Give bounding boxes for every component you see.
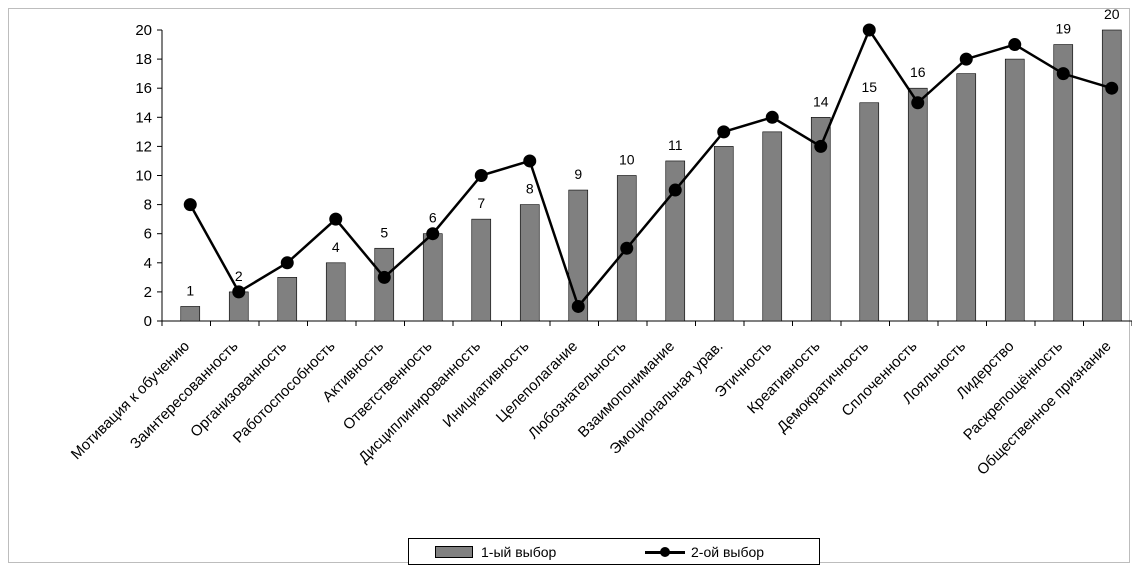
bar [1004,58,1025,322]
bar [665,160,686,322]
line-point [474,169,488,182]
line-point [620,241,634,255]
bar [956,73,977,322]
legend-label-first-choice: 1-ый выбор [481,544,557,560]
bar-data-label: 11 [668,137,683,153]
line-point [232,285,246,299]
bar [762,131,783,322]
y-tick-label: 2 [144,284,152,301]
bar-data-label: 9 [574,166,582,182]
bar-data-label: 4 [332,239,340,255]
y-tick-label: 8 [144,197,152,214]
y-tick-label: 16 [135,80,152,97]
line-point [571,299,585,313]
bar-data-label: 1 [186,282,194,298]
bar-data-label: 6 [429,210,437,226]
line-point [668,183,682,197]
bar-data-label: 5 [380,224,388,240]
line-point [717,125,731,139]
bar [1053,44,1074,322]
bar [471,218,492,322]
bar-data-label: 16 [910,64,926,80]
line-point [1105,81,1119,95]
line-point [1056,67,1070,81]
category-label: Ответственность [340,338,436,434]
legend-bar-swatch [435,546,473,558]
bar [374,247,395,322]
bar [422,233,443,322]
legend-line-swatch [645,546,685,558]
line-point [814,139,828,153]
line-series [183,23,1119,313]
category-label: Демократичность [774,338,872,436]
line-point [377,270,391,284]
y-tick-label: 14 [135,109,152,126]
legend-label-second-choice: 2-ой выбор [691,544,765,560]
legend-item-second-choice: 2-ой выбор [645,543,764,561]
bar [325,262,346,322]
category-labels: Мотивация к обучениюЗаинтересованностьОр… [68,338,1115,479]
y-tick-label: 10 [135,168,152,185]
y-tick-label: 4 [144,255,152,272]
bar [859,102,880,322]
bar [1101,29,1122,322]
y-tick-label: 20 [135,22,152,39]
bar-data-label: 15 [861,79,877,95]
y-tick-label: 6 [144,226,152,243]
line-point [426,227,440,241]
bar [713,146,734,322]
bar-data-label: 20 [1104,6,1120,22]
bar-data-label: 14 [813,93,829,109]
line-point [959,52,973,66]
bar [519,204,540,322]
line-point [1008,38,1022,52]
bar [277,277,298,322]
line-point [765,110,779,124]
bar-data-label: 19 [1055,21,1071,37]
line-point [280,256,294,270]
bar [810,117,831,322]
bar-data-label: 2 [235,268,243,284]
bar-data-label: 8 [526,181,534,197]
bar-series [180,29,1122,322]
line-point [911,96,925,110]
bar [180,306,201,322]
line-point [862,23,876,37]
y-tick-label: 0 [144,313,152,330]
legend-item-first-choice: 1-ый выбор [435,543,556,561]
line-point [523,154,537,168]
line-point [183,198,197,212]
legend: 1-ый выбор 2-ой выбор [408,538,820,565]
category-label: Инициативность [440,338,533,431]
data-labels: 1 2 4 5 6 7 8 9 10 11 14 15 16 19 20 [186,6,1119,298]
y-tick-label: 12 [135,138,152,155]
bar [907,87,928,322]
y-tick-label: 18 [135,51,152,68]
series-line [189,27,1113,309]
line-point [329,212,343,226]
bar-data-label: 7 [477,195,485,211]
bar-data-label: 10 [619,152,635,168]
